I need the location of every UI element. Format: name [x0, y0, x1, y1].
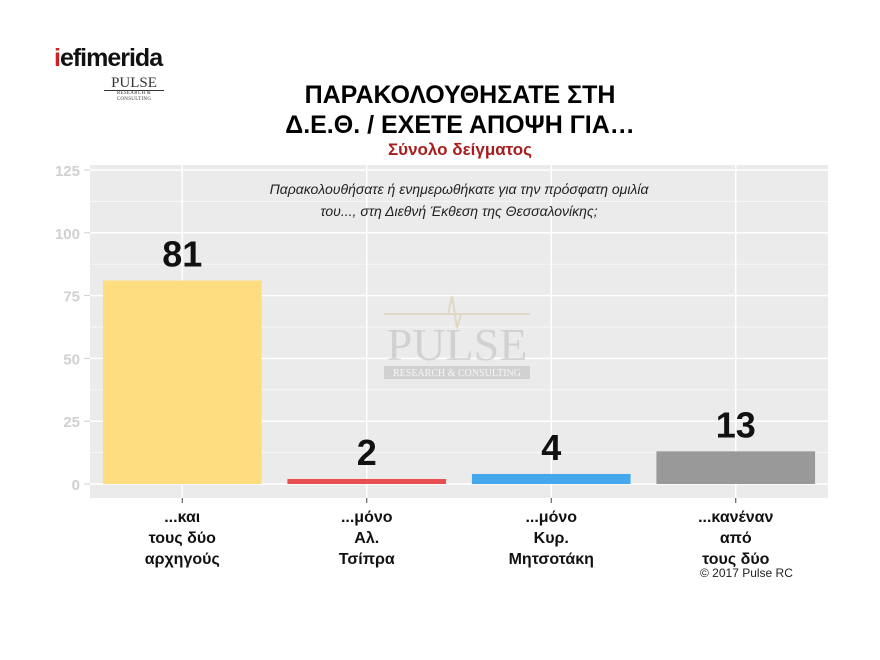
pulse-watermark: PULSE RESEARCH & CONSULTING [384, 295, 530, 379]
data-label: 13 [716, 404, 756, 445]
x-tick-label: τους δύο [702, 551, 770, 568]
logo-brand: iefimerida [54, 44, 163, 72]
question-line-2: του..., στη Διεθνή Έκθεση της Θεσσαλονίκ… [320, 203, 597, 219]
y-tick-label: 25 [63, 414, 80, 431]
watermark-main: PULSE [387, 319, 528, 370]
chart-title-line-1: ΠΑΡΑΚΟΛΟΥΘΗΣΑΤΕ ΣΤΗ [304, 81, 616, 109]
y-tick-label: 100 [55, 226, 80, 243]
iefimerida-pulse-logo: iefimerida PULSE RESEARCH & CONSULTING [54, 46, 174, 106]
bar [471, 473, 631, 484]
x-tick-label: αρχηγούς [145, 551, 220, 568]
x-tick-label: ...κανέναν [698, 509, 773, 526]
watermark-sub: RESEARCH & CONSULTING [393, 368, 521, 379]
logo-pulse: PULSE RESEARCH & CONSULTING [104, 76, 164, 103]
x-tick-label: τους δύο [149, 530, 217, 547]
chart-title-line-2: Δ.Ε.Θ. / ΕΧΕΤΕ ΑΠΟΨΗ ΓΙΑ… [285, 111, 635, 139]
x-tick-label: ...μόνο [525, 509, 577, 526]
x-tick-label: Μητσοτάκη [509, 551, 594, 568]
x-tick-label: από [720, 530, 752, 547]
bar [287, 478, 447, 484]
data-label: 81 [162, 234, 202, 275]
y-tick-label: 125 [55, 163, 80, 180]
bar [102, 280, 262, 484]
x-tick-label: Αλ. [354, 530, 379, 547]
question-line-1: Παρακολουθήσατε ή ενημερωθήκατε για την … [270, 181, 650, 197]
chart-subtitle: Σύνολο δείγματος [387, 140, 533, 159]
bar [656, 451, 816, 484]
watermark-pulse-line [440, 295, 470, 329]
y-axis: 0 25 50 75 100 125 [55, 163, 90, 494]
bars [102, 280, 816, 484]
chart-title: ΠΑΡΑΚΟΛΟΥΘΗΣΑΤΕ ΣΤΗ Δ.Ε.Θ. / ΕΧΕΤΕ ΑΠΟΨΗ… [200, 80, 720, 140]
watermark-band [384, 366, 530, 379]
x-tick-label: Τσίπρα [339, 551, 395, 568]
y-tick-label: 0 [72, 477, 80, 494]
x-tick-label: Κυρ. [534, 530, 569, 547]
y-tick-label: 50 [63, 351, 80, 368]
data-labels: 81 2 4 13 [162, 234, 756, 473]
data-label: 2 [357, 432, 377, 473]
copyright-credit: © 2017 Pulse RC [700, 566, 793, 580]
y-tick-label: 75 [63, 289, 80, 306]
data-label: 4 [541, 427, 561, 468]
x-tick-label: ...μόνο [341, 509, 393, 526]
x-tick-label: ...και [164, 509, 200, 526]
x-axis: ...και τους δύο αρχηγούς ...μόνο Αλ. Τσίπρα..… [145, 498, 774, 568]
